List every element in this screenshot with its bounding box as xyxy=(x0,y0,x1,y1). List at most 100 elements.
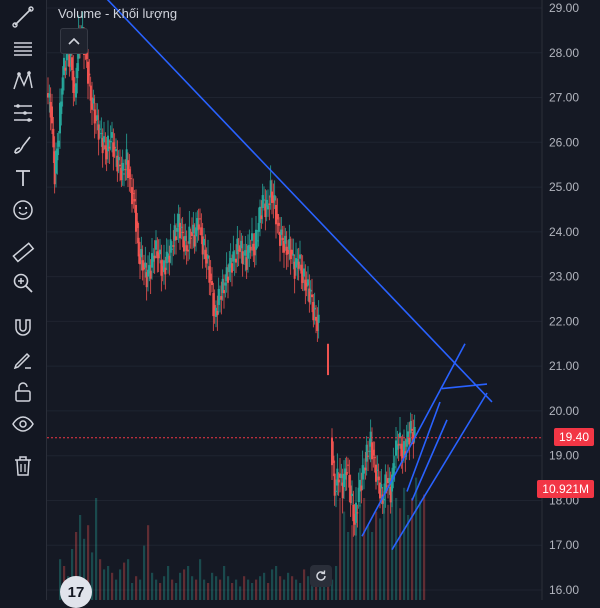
candle xyxy=(181,231,184,233)
candle xyxy=(255,229,257,250)
volume-bar xyxy=(299,583,302,600)
volume-bar xyxy=(383,491,386,600)
candle xyxy=(199,218,201,220)
trend-line-drawing[interactable] xyxy=(441,383,488,390)
candle xyxy=(171,248,173,250)
volume-bar xyxy=(247,579,250,600)
tool-text[interactable] xyxy=(8,163,38,193)
trend-line-drawing[interactable] xyxy=(411,419,448,501)
tool-pattern[interactable] xyxy=(8,66,38,96)
candle xyxy=(197,224,200,230)
volume-bar xyxy=(391,481,394,600)
volume-bar xyxy=(287,572,290,600)
candle xyxy=(129,178,132,180)
volume-bar xyxy=(211,572,214,600)
candle xyxy=(237,249,240,252)
reset-chart-button[interactable] xyxy=(310,565,332,587)
candle xyxy=(215,307,217,317)
volume-bar xyxy=(283,579,286,600)
collapse-legend-button[interactable] xyxy=(60,28,88,54)
lock-drawing-icon xyxy=(13,352,31,370)
candle xyxy=(391,474,393,492)
candle xyxy=(275,204,277,225)
candle xyxy=(59,102,61,134)
candle xyxy=(249,246,252,251)
candle xyxy=(73,84,76,87)
candle xyxy=(108,146,111,149)
candle xyxy=(347,464,349,466)
tool-lock-drawing[interactable] xyxy=(8,345,38,375)
candle xyxy=(155,240,157,250)
volume-bar xyxy=(363,498,366,600)
candle xyxy=(92,98,95,104)
candle xyxy=(124,169,127,171)
candle xyxy=(397,443,400,446)
candle xyxy=(315,316,317,321)
candle xyxy=(117,157,120,161)
tool-horizontal-lines[interactable] xyxy=(8,34,38,64)
tradingview-logo[interactable]: 17 xyxy=(60,576,92,608)
candle xyxy=(223,290,225,294)
candle xyxy=(112,142,115,157)
tool-unlock[interactable] xyxy=(8,377,38,407)
candle xyxy=(88,73,91,76)
trend-line-drawing[interactable] xyxy=(106,0,493,403)
tool-eye[interactable] xyxy=(8,409,38,439)
tool-magnet[interactable] xyxy=(8,313,38,343)
candle xyxy=(128,169,131,178)
tool-brush[interactable] xyxy=(8,130,38,160)
tool-trash[interactable] xyxy=(8,451,38,481)
volume-bar xyxy=(219,579,222,600)
candle xyxy=(131,187,133,205)
volume-bar xyxy=(307,576,310,600)
candle xyxy=(352,504,355,522)
volume-bar xyxy=(195,579,198,600)
volume-bar xyxy=(119,569,122,600)
candle xyxy=(141,260,144,271)
volume-bar xyxy=(171,579,174,600)
tool-zoom[interactable] xyxy=(8,268,38,298)
candle xyxy=(244,250,247,256)
volume-bar xyxy=(331,579,334,600)
chart-canvas[interactable]: 29.00 28.00 27.00 26.00 25.00 24.00 23.00 22.00… xyxy=(47,0,600,600)
candle xyxy=(123,173,125,175)
tool-fib[interactable] xyxy=(8,98,38,128)
drawing-toolbar xyxy=(0,0,47,600)
candle xyxy=(195,227,197,237)
candle xyxy=(241,251,244,265)
price-chart[interactable]: 29.00 28.00 27.00 26.00 25.00 24.00 23.00 22.00… xyxy=(47,0,600,600)
candle xyxy=(287,249,289,255)
candle xyxy=(185,245,188,252)
candle xyxy=(220,296,223,300)
candle xyxy=(152,255,155,262)
candle xyxy=(165,251,168,264)
candle xyxy=(261,195,264,208)
candle xyxy=(383,499,385,501)
volume-bar xyxy=(151,572,154,600)
volume-bar xyxy=(123,562,126,600)
candle xyxy=(180,226,183,228)
trend-line-drawing[interactable] xyxy=(406,401,441,492)
emoji-icon xyxy=(13,200,33,220)
volume-bar xyxy=(335,566,338,600)
candle xyxy=(267,205,269,210)
candle xyxy=(361,465,364,480)
tool-trend-line[interactable] xyxy=(8,2,38,32)
candle xyxy=(299,254,301,259)
candle xyxy=(296,258,299,265)
volume-bar xyxy=(115,579,118,600)
candle xyxy=(219,298,221,300)
candle xyxy=(257,222,260,232)
candle xyxy=(407,431,409,443)
candle xyxy=(368,450,371,452)
candle xyxy=(395,440,397,456)
candle xyxy=(56,148,59,161)
unlock-icon xyxy=(15,382,31,402)
tool-emoji[interactable] xyxy=(8,195,38,225)
candle xyxy=(292,253,295,256)
trend-line-drawing[interactable] xyxy=(361,343,466,537)
candle xyxy=(412,431,415,445)
tool-ruler[interactable] xyxy=(8,237,38,267)
trend-line-drawing[interactable] xyxy=(391,392,488,551)
candle xyxy=(213,304,216,311)
